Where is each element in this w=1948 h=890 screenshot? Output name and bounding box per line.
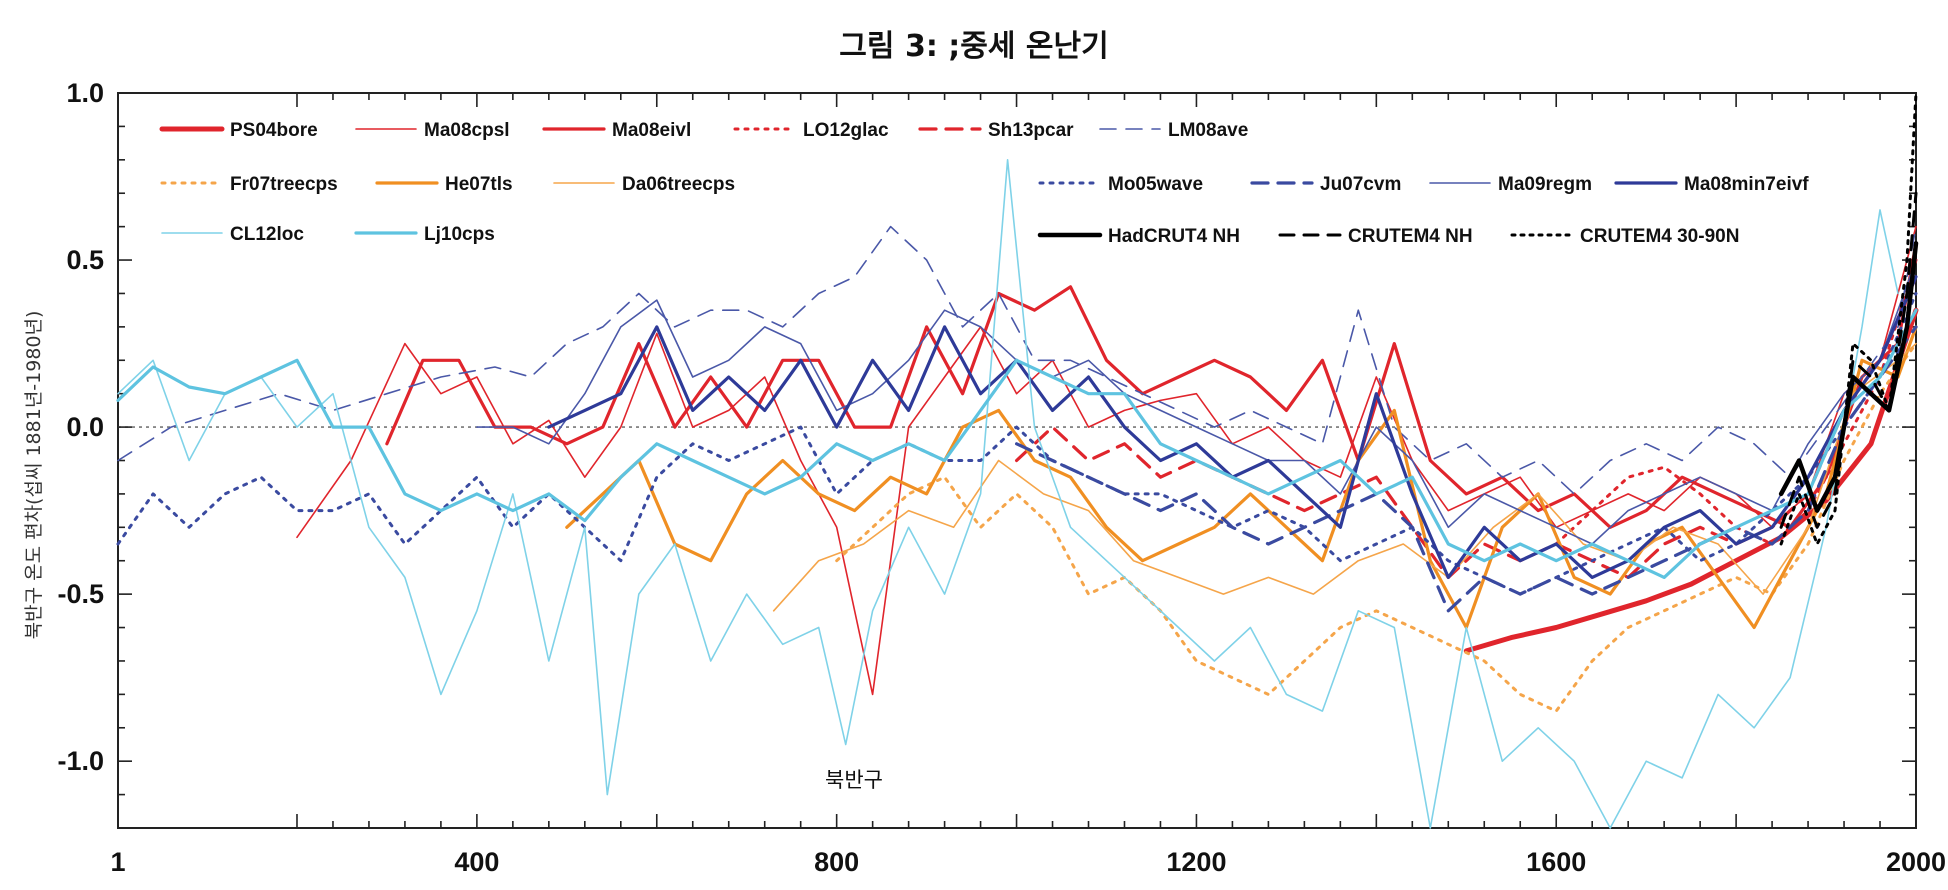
y-tick-label: -1.0: [57, 746, 104, 776]
series-line-he07tls: [565, 325, 1918, 630]
legend-label-crutem4-nh: CRUTEM4 NH: [1348, 226, 1473, 247]
legend-label-da06treecps: Da06treecps: [622, 174, 735, 195]
series-line-ma09regm: [476, 259, 1917, 545]
legend-label-ps04bore: PS04bore: [230, 120, 318, 141]
legend-label-ma08eivl: Ma08eivl: [612, 120, 691, 141]
y-tick-label: 0.0: [66, 412, 104, 442]
legend-label-crutem4-30-90n: CRUTEM4 30-90N: [1580, 226, 1739, 247]
series-line-crutem4-30-90n: [1779, 91, 1918, 546]
x-tick-label: 1600: [1526, 847, 1586, 877]
legend-label-fr07treecps: Fr07treecps: [230, 174, 338, 195]
x-tick-label: 1200: [1166, 847, 1226, 877]
legend-label-lj10cps: Lj10cps: [424, 224, 495, 245]
series-line-cl12loc: [117, 159, 1899, 829]
legend-label-sh13pcar: Sh13pcar: [988, 120, 1074, 141]
series-line-mo05wave: [116, 292, 1918, 596]
series-line-ma08eivl: [385, 241, 1918, 529]
legend-label-lo12glac: LO12glac: [803, 120, 889, 141]
legend-label-ma09regm: Ma09regm: [1498, 174, 1592, 195]
legend-label-lm08ave: LM08ave: [1168, 120, 1248, 141]
series-line-fr07treecps: [835, 342, 1918, 713]
y-tick-label: -0.5: [57, 579, 104, 609]
legend-label-ju07cvm: Ju07cvm: [1320, 174, 1401, 195]
series-line-crutem4-nh: [1779, 191, 1918, 529]
x-tick-label: 400: [454, 847, 499, 877]
series-line-da06treecps: [772, 342, 1917, 612]
chart-title: 그림 3: ;중세 온난기: [839, 29, 1108, 64]
y-tick-label: 1.0: [66, 78, 104, 108]
x-tick-label: 800: [814, 847, 859, 877]
region-annotation: 북반구: [825, 768, 883, 792]
y-tick-label: 0.5: [66, 245, 104, 275]
series-line-hadcrut4-nh: [1778, 241, 1919, 513]
x-tick-label: 1: [110, 847, 125, 877]
series-line-ps04bore: [1463, 307, 1919, 654]
plot-area: [116, 91, 1919, 829]
legend-label-hadcrut4-nh: HadCRUT4 NH: [1108, 226, 1240, 247]
legend-label-ma08min7eivf: Ma08min7eivf: [1684, 174, 1809, 195]
legend-label-ma08cpsl: Ma08cpsl: [424, 120, 510, 141]
legend-label-cl12loc: CL12loc: [230, 224, 304, 245]
series-line-ju07cvm: [1014, 325, 1918, 613]
series-line-lm08ave: [117, 225, 1917, 495]
y-axis-label: 북반구 온도 편차(섭씨 1881년-1980년): [23, 311, 45, 640]
legend-label-he07tls: He07tls: [445, 174, 513, 195]
x-tick-label: 2000: [1886, 847, 1946, 877]
legend-label-mo05wave: Mo05wave: [1108, 174, 1203, 195]
series-line-lj10cps: [116, 308, 1918, 580]
